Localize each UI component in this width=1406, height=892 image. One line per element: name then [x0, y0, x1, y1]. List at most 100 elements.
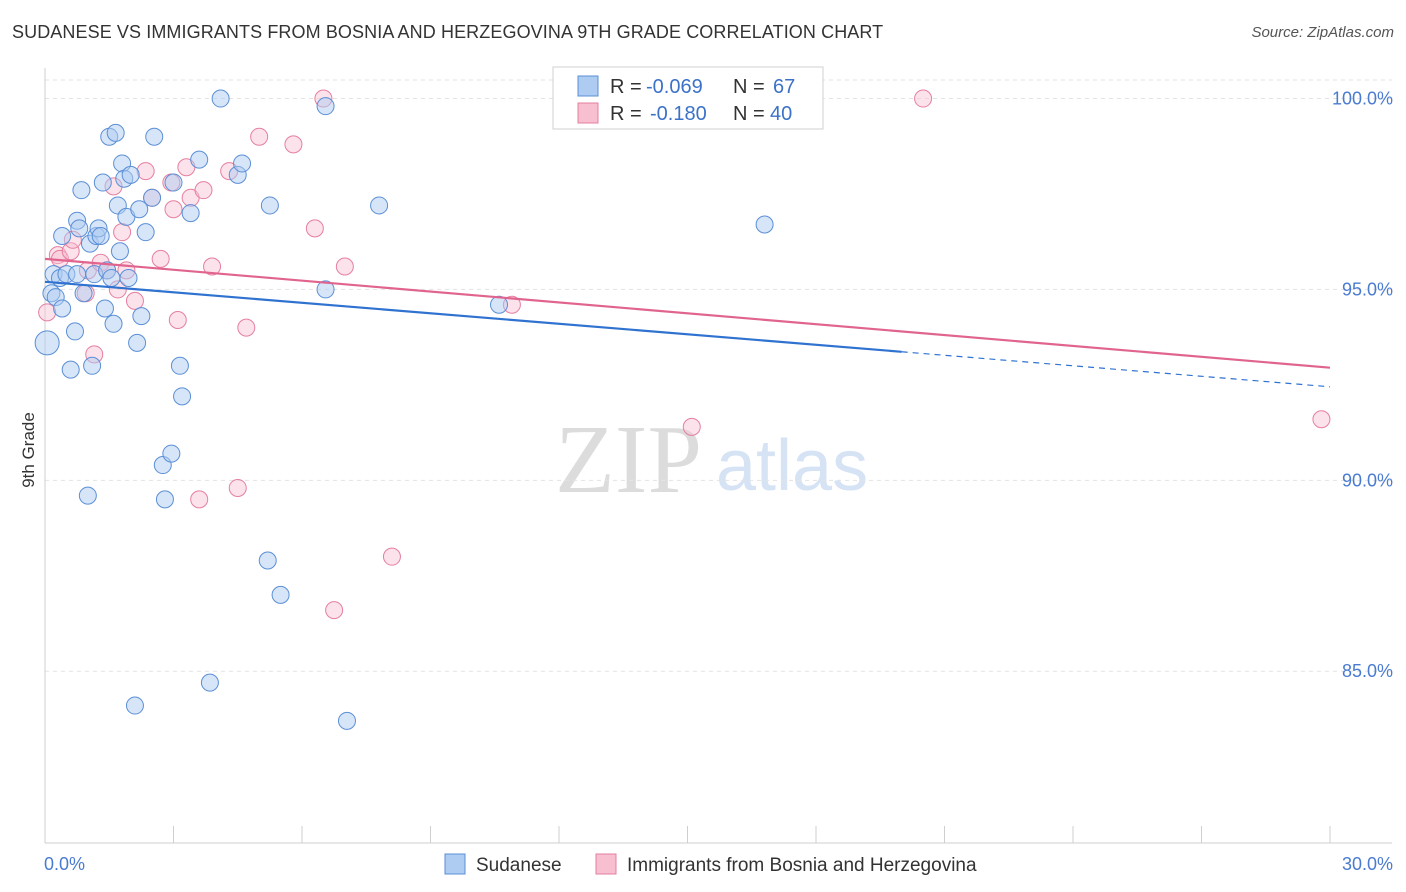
sudanese-point	[211, 89, 230, 108]
sudanese-point	[83, 356, 102, 375]
bosnia-point	[284, 135, 303, 154]
sudanese-point	[68, 265, 87, 284]
bosnia-point	[61, 242, 80, 261]
sudanese-point	[170, 356, 189, 375]
sudanese-point	[316, 97, 335, 116]
sudanese-point	[53, 226, 72, 245]
legend-n-value-1: 67	[773, 76, 795, 98]
bosnia-point	[1312, 410, 1331, 429]
bosnia-point	[382, 547, 401, 566]
sudanese-point	[370, 196, 389, 215]
trend-lines	[44, 257, 1331, 388]
sudanese-point	[70, 219, 89, 238]
sudanese-point	[61, 360, 80, 379]
bosnia-point	[335, 257, 354, 276]
x-tick-label-min: 0.0%	[44, 854, 85, 874]
bosnia-point	[325, 601, 344, 620]
sudanese-point	[162, 444, 181, 463]
bosnia-point	[228, 478, 247, 497]
bosnia-point	[194, 181, 213, 200]
watermark: ZIP atlas	[555, 406, 868, 514]
watermark-atlas: atlas	[716, 426, 868, 506]
sudanese-point	[164, 173, 183, 192]
bosnia-point	[237, 318, 256, 337]
bosnia-point	[682, 417, 701, 436]
sudanese-point	[337, 711, 356, 730]
sudanese-point	[136, 223, 155, 242]
chart-source: Source: ZipAtlas.com	[1251, 24, 1394, 41]
sudanese-point	[233, 154, 252, 173]
axes: 85.0% 90.0% 95.0% 100.0%	[44, 68, 1393, 844]
bosnia-point	[136, 162, 155, 181]
sudanese-point	[130, 200, 149, 219]
watermark-zip: ZIP	[555, 406, 702, 514]
legend-swatch-bosnia	[577, 102, 599, 124]
sudanese-point	[74, 284, 93, 303]
legend-r-label-1: R =	[610, 76, 642, 98]
bottom-legend-swatch-sudanese	[444, 853, 466, 875]
legend-r-value-1: -0.069	[646, 76, 703, 98]
sudanese-point	[104, 314, 123, 333]
series-legend: Sudanese Immigrants from Bosnia and Herz…	[444, 853, 977, 876]
sudanese-point	[91, 226, 110, 245]
bottom-legend-label-sudanese: Sudanese	[476, 855, 562, 876]
bosnia-point	[38, 303, 57, 322]
sudanese-point	[181, 204, 200, 223]
bosnia-point	[125, 291, 144, 310]
legend-n-label-2: N =	[733, 103, 765, 125]
sudanese-point	[72, 181, 91, 200]
sudanese-point	[121, 165, 140, 184]
sudanese-trend-line	[44, 280, 902, 353]
legend-r-value-2: -0.180	[650, 103, 707, 125]
y-tick-label: 95.0%	[1342, 279, 1393, 299]
sudanese-point	[260, 196, 279, 215]
sudanese-point	[145, 127, 164, 146]
legend-swatch-sudanese	[577, 75, 599, 97]
bosnia-point	[305, 219, 324, 238]
sudanese-point	[132, 307, 151, 326]
sudanese-point	[93, 173, 112, 192]
sudanese-point	[143, 188, 162, 207]
x-tick-label-max: 30.0%	[1342, 854, 1393, 874]
sudanese-point	[65, 322, 84, 341]
bottom-legend-label-bosnia: Immigrants from Bosnia and Herzegovina	[627, 855, 977, 876]
legend-n-value-2: 40	[770, 103, 792, 125]
sudanese-point	[110, 242, 129, 261]
sudanese-point	[190, 150, 209, 169]
chart-title: SUDANESE VS IMMIGRANTS FROM BOSNIA AND H…	[12, 22, 884, 42]
correlation-legend: R = -0.069 N = 67 R = -0.180 N = 40	[552, 66, 824, 130]
sudanese-point	[106, 123, 125, 142]
series-sudanese-points	[34, 89, 774, 730]
sudanese-point	[128, 333, 147, 352]
bosnia-point	[190, 490, 209, 509]
sudanese-trend-extension	[901, 351, 1331, 388]
bottom-legend-swatch-bosnia	[595, 853, 617, 875]
sudanese-point	[125, 696, 144, 715]
sudanese-point	[78, 486, 97, 505]
sudanese-point	[34, 330, 60, 356]
y-tick-label: 85.0%	[1342, 661, 1393, 681]
bosnia-point	[151, 249, 170, 268]
sudanese-point	[53, 299, 72, 318]
bosnia-point	[164, 200, 183, 219]
bosnia-point	[250, 127, 269, 146]
sudanese-point	[95, 299, 114, 318]
bosnia-trend-line	[44, 257, 1331, 369]
bosnia-point	[168, 310, 187, 329]
bosnia-point	[914, 89, 933, 108]
bosnia-point	[113, 223, 132, 242]
y-tick-label: 100.0%	[1332, 89, 1393, 109]
y-axis-label: 9th Grade	[19, 412, 38, 488]
legend-r-label-2: R =	[610, 103, 642, 125]
sudanese-point	[173, 387, 192, 406]
sudanese-point	[271, 585, 290, 604]
sudanese-point	[258, 551, 277, 570]
sudanese-point	[755, 215, 774, 234]
sudanese-point	[316, 280, 335, 299]
sudanese-point	[155, 490, 174, 509]
sudanese-point	[200, 673, 219, 692]
sudanese-point	[490, 295, 509, 314]
y-tick-label: 90.0%	[1342, 470, 1393, 490]
sudanese-point	[119, 268, 138, 287]
